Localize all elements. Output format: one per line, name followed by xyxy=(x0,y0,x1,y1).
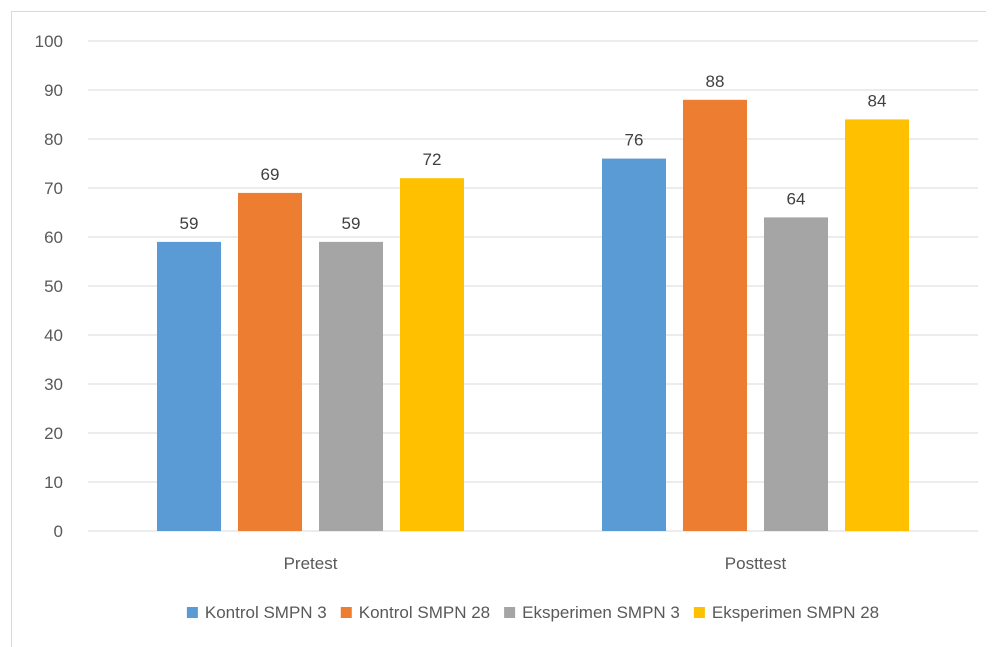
data-label: 69 xyxy=(261,165,280,184)
x-category-label: Posttest xyxy=(725,554,787,573)
bars xyxy=(157,99,909,532)
legend-label: Kontrol SMPN 3 xyxy=(205,603,327,622)
data-label: 59 xyxy=(342,214,361,233)
y-tick-label: 100 xyxy=(35,32,63,51)
y-axis-ticks: 0 10 20 30 40 50 60 70 80 90 100 xyxy=(35,32,63,541)
legend-swatch xyxy=(340,607,352,618)
gridlines xyxy=(88,40,978,532)
data-label: 64 xyxy=(787,189,806,208)
legend-item: Kontrol SMPN 3 xyxy=(186,603,327,622)
data-label: 72 xyxy=(423,150,442,169)
legend-label: Eksperimen SMPN 3 xyxy=(522,603,680,622)
chart-area xyxy=(11,11,986,647)
x-axis-categories: Pretest Posttest xyxy=(284,554,787,573)
bar-eksperimen-smpn-28-posttest xyxy=(845,119,909,532)
legend-label: Eksperimen SMPN 28 xyxy=(712,603,879,622)
data-label: 84 xyxy=(868,91,887,110)
bar-kontrol-smpn-3-posttest xyxy=(602,158,666,531)
y-tick-label: 40 xyxy=(44,326,63,345)
bar-kontrol-smpn-28-pretest xyxy=(238,192,302,531)
data-label: 76 xyxy=(625,131,644,150)
bar-kontrol-smpn-28-posttest xyxy=(683,99,747,532)
y-tick-label: 60 xyxy=(44,228,63,247)
legend: Kontrol SMPN 3 Kontrol SMPN 28 Eksperimen … xyxy=(186,603,879,622)
y-tick-label: 10 xyxy=(44,473,63,492)
bar-kontrol-smpn-3-pretest xyxy=(157,241,221,531)
data-labels: 59 69 59 72 76 88 64 84 xyxy=(180,72,887,233)
legend-swatch xyxy=(504,607,516,618)
legend-item: Eksperimen SMPN 3 xyxy=(504,603,680,622)
legend-item: Eksperimen SMPN 28 xyxy=(693,603,879,622)
y-tick-label: 70 xyxy=(44,179,63,198)
bar-eksperimen-smpn-3-posttest xyxy=(764,217,828,531)
legend-swatch xyxy=(186,607,198,618)
x-category-label: Pretest xyxy=(284,554,338,573)
y-tick-label: 90 xyxy=(44,81,63,100)
data-label: 88 xyxy=(706,72,725,91)
y-tick-label: 30 xyxy=(44,375,63,394)
bar-eksperimen-smpn-28-pretest xyxy=(400,178,464,531)
legend-item: Kontrol SMPN 28 xyxy=(340,603,490,622)
y-tick-label: 50 xyxy=(44,277,63,296)
y-tick-label: 0 xyxy=(54,522,63,541)
y-tick-label: 80 xyxy=(44,130,63,149)
data-label: 59 xyxy=(180,214,199,233)
bar-eksperimen-smpn-3-pretest xyxy=(319,241,383,531)
y-tick-label: 20 xyxy=(44,424,63,443)
legend-label: Kontrol SMPN 28 xyxy=(359,603,490,622)
legend-swatch xyxy=(693,607,705,618)
